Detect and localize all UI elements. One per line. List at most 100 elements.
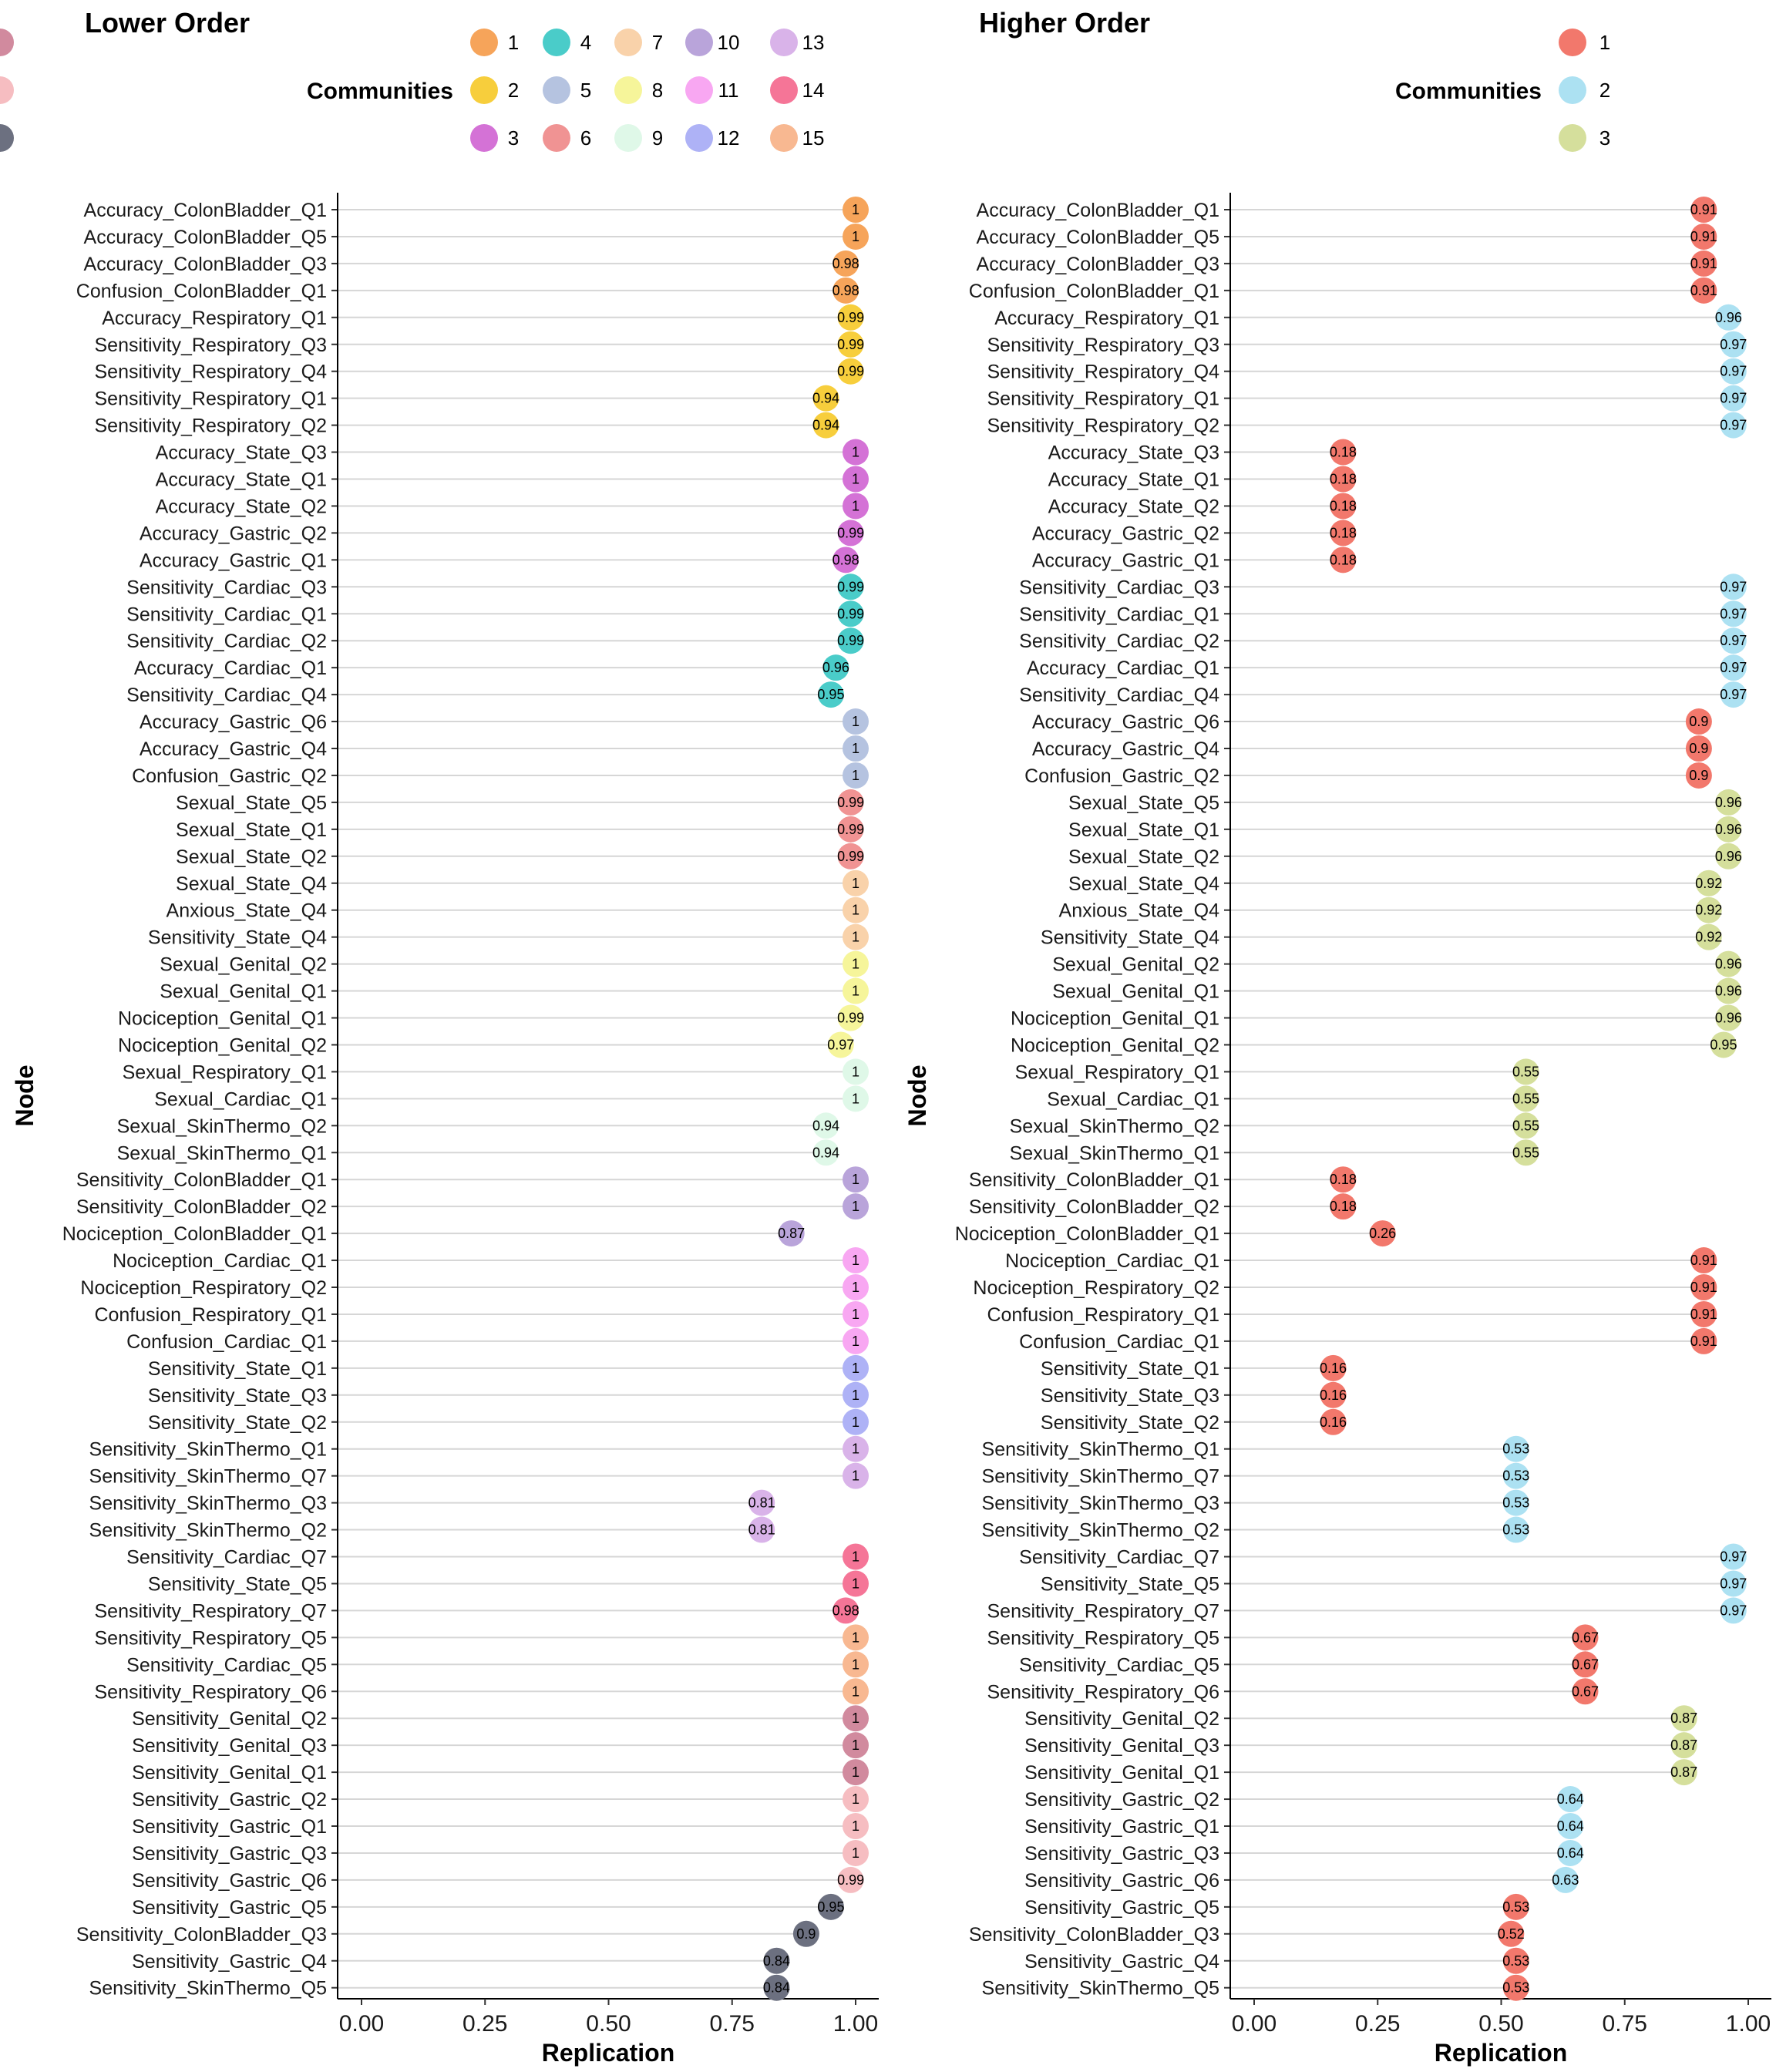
y-tick-label: Sexual_SkinThermo_Q1	[117, 1142, 327, 1164]
y-tick-label: Nociception_Respiratory_Q2	[80, 1277, 327, 1299]
data-point	[843, 466, 869, 493]
data-point	[1690, 1274, 1717, 1300]
x-tick-label: 0.75	[1603, 2011, 1647, 2037]
legend-key	[685, 124, 713, 152]
y-tick-label: Sensitivity_Cardiac_Q3	[126, 577, 327, 598]
data-label: 0.55	[1512, 1118, 1539, 1133]
data-label: 0.87	[1670, 1710, 1697, 1726]
legend-key	[543, 124, 570, 152]
y-tick-label: Sensitivity_SkinThermo_Q3	[982, 1493, 1219, 1515]
data-point	[1330, 439, 1357, 466]
y-tick-label: Sensitivity_Genital_Q3	[1024, 1735, 1219, 1757]
data-point	[843, 439, 869, 466]
data-label: 0.99	[837, 364, 864, 379]
data-point	[837, 600, 864, 627]
y-tick-label: Nociception_Cardiac_Q1	[1005, 1250, 1219, 1272]
data-label: 0.99	[837, 337, 864, 352]
legend-key	[614, 29, 642, 56]
y-tick-label: Nociception_Respiratory_Q2	[973, 1277, 1219, 1299]
data-label: 0.96	[1715, 795, 1742, 810]
y-tick-label: Sensitivity_ColonBladder_Q1	[76, 1169, 327, 1191]
y-tick-label: Nociception_Cardiac_Q1	[113, 1250, 327, 1272]
y-tick-label: Sensitivity_Respiratory_Q5	[987, 1627, 1219, 1649]
data-label: 0.97	[1720, 660, 1747, 675]
y-tick-label: Sensitivity_Respiratory_Q1	[987, 388, 1219, 410]
lower-rows: Accuracy_ColonBladder_Q1 Accuracy_ColonBl…	[62, 200, 856, 2000]
data-label: 0.96	[1715, 310, 1742, 325]
y-tick-label: Sensitivity_Cardiac_Q2	[126, 631, 327, 652]
legend-key	[770, 29, 798, 56]
data-point	[1690, 197, 1717, 223]
data-point	[1330, 547, 1357, 574]
y-tick-label: Sensitivity_Cardiac_Q7	[1019, 1547, 1219, 1569]
data-label: 0.87	[778, 1226, 805, 1241]
y-tick-label: Sexual_Genital_Q1	[1052, 981, 1219, 1003]
y-tick-label: Sensitivity_ColonBladder_Q3	[969, 1924, 1219, 1946]
y-tick-label: Sexual_Cardiac_Q1	[1047, 1088, 1219, 1110]
data-point	[1720, 331, 1747, 358]
y-tick-label: Nociception_Genital_Q1	[118, 1008, 327, 1030]
data-point	[1690, 277, 1717, 304]
data-label: 0.53	[1502, 1899, 1529, 1915]
data-point	[843, 1058, 869, 1085]
data-point	[1557, 1839, 1584, 1866]
data-label: 1	[852, 1091, 859, 1106]
y-tick-label: Confusion_Respiratory_Q1	[94, 1304, 327, 1326]
data-point	[1320, 1354, 1347, 1381]
data-point	[843, 1354, 869, 1381]
y-tick-label: Sensitivity_Respiratory_Q2	[987, 415, 1219, 437]
y-tick-label: Nociception_Genital_Q2	[1011, 1034, 1219, 1056]
data-label: 0.18	[1330, 498, 1357, 513]
data-label: 0.9	[1689, 741, 1708, 756]
data-label: 0.84	[763, 1980, 790, 1996]
x-axis-title: Replication	[542, 2039, 674, 2067]
data-point	[1502, 1435, 1529, 1462]
legend-key	[770, 76, 798, 104]
data-point	[1690, 250, 1717, 277]
legend-label: 1	[1599, 31, 1610, 54]
higher-points: 0.91 0.91 0.91 0.91 0.96 0.97 0.97 0.97 0.97 0.18…	[1320, 197, 1747, 2001]
data-point	[843, 1247, 869, 1274]
data-point	[748, 1516, 775, 1543]
data-point	[1572, 1678, 1599, 1705]
data-point	[1320, 1381, 1347, 1408]
data-point	[1690, 1327, 1717, 1354]
data-label: 1	[852, 1441, 859, 1457]
legend-key	[543, 29, 570, 56]
data-label: 0.97	[1720, 337, 1747, 352]
y-tick-label: Accuracy_Gastric_Q4	[1032, 738, 1219, 760]
data-point	[1720, 574, 1747, 600]
y-tick-label: Sexual_Cardiac_Q1	[154, 1088, 327, 1110]
data-label: 1	[852, 1576, 859, 1591]
data-label: 0.97	[1720, 1576, 1747, 1591]
data-label: 0.53	[1502, 1441, 1529, 1457]
legend-key	[1559, 124, 1586, 152]
y-tick-label: Sexual_State_Q5	[176, 792, 327, 814]
legend-key	[614, 124, 642, 152]
data-point	[1502, 1462, 1529, 1489]
y-tick-label: Sensitivity_Cardiac_Q5	[1019, 1654, 1219, 1676]
data-label: 0.99	[837, 633, 864, 648]
y-tick-label: Sensitivity_State_Q4	[1041, 927, 1219, 949]
data-point	[812, 1112, 839, 1139]
data-label: 0.94	[812, 418, 839, 433]
y-tick-label: Sensitivity_State_Q5	[148, 1573, 327, 1595]
legend-label: 13	[802, 31, 825, 54]
legend-label: 5	[580, 79, 591, 102]
data-label: 0.67	[1572, 1630, 1599, 1645]
data-label: 1	[852, 1334, 859, 1349]
data-point	[1715, 816, 1742, 843]
data-label: 1	[852, 1172, 859, 1187]
y-tick-label: Sexual_State_Q2	[176, 846, 327, 868]
legend-key	[1559, 29, 1586, 56]
data-point	[1557, 1786, 1584, 1813]
y-tick-label: Sensitivity_Respiratory_Q3	[987, 335, 1219, 356]
data-point	[1557, 1813, 1584, 1839]
data-label: 0.92	[1695, 876, 1722, 891]
data-label: 0.96	[1715, 984, 1742, 999]
y-tick-label: Sexual_SkinThermo_Q2	[1010, 1115, 1219, 1137]
data-label: 1	[852, 903, 859, 918]
data-point	[817, 681, 844, 708]
data-label: 1	[852, 1199, 859, 1214]
data-point	[1715, 977, 1742, 1004]
